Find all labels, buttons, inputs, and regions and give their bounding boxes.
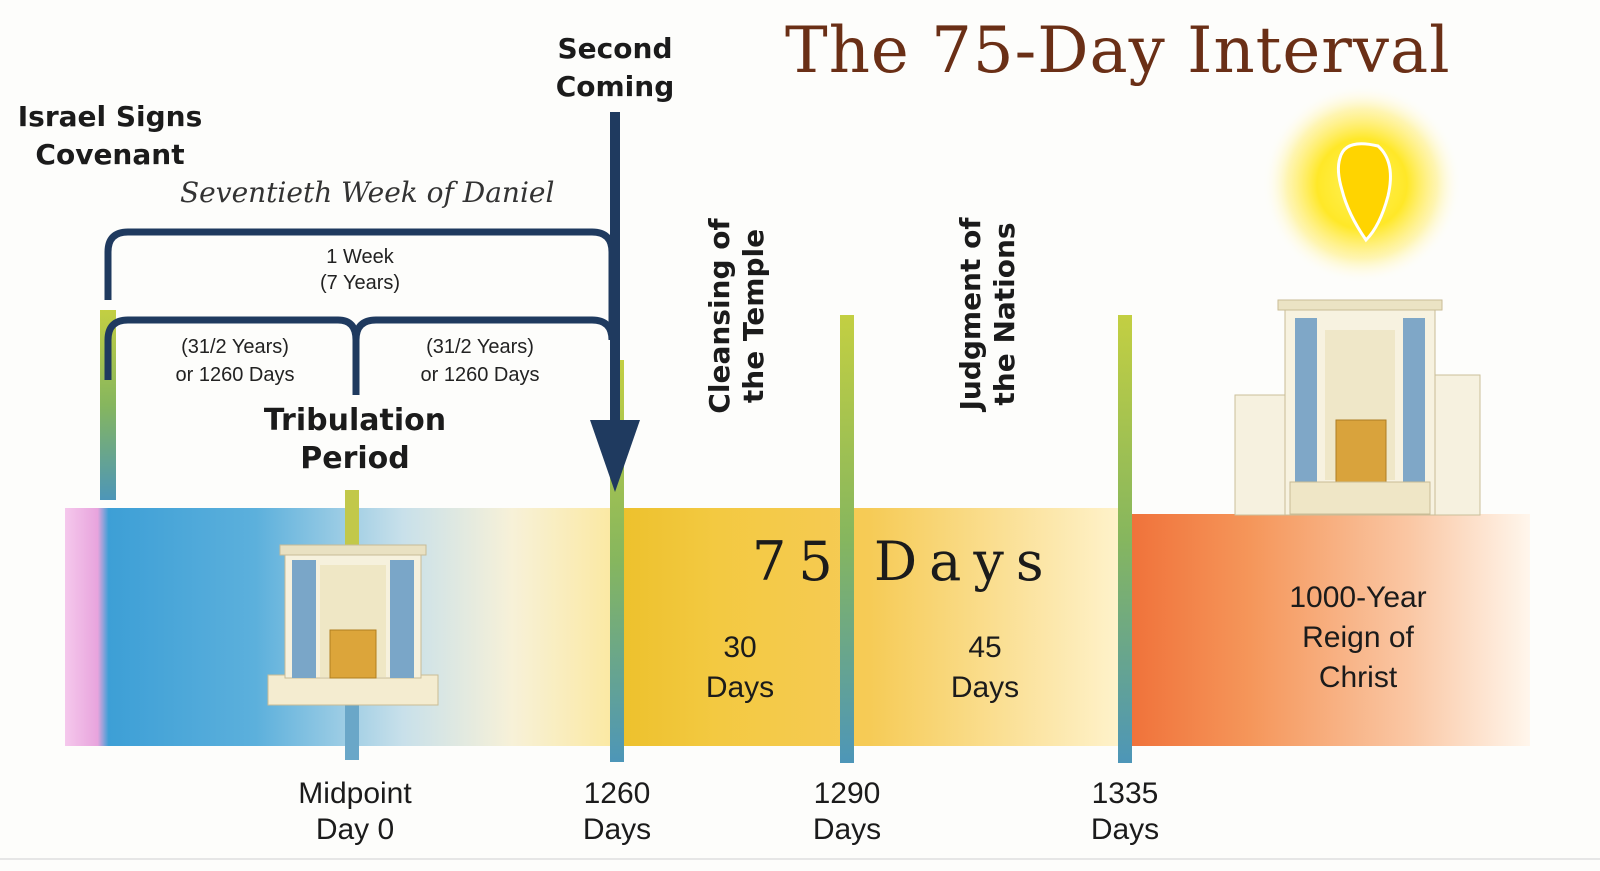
label-thirty-days: 30 Days (690, 628, 790, 708)
marker-line-covenant (100, 310, 116, 500)
label-line: 45 (968, 631, 1002, 664)
label-line: Cleansing of (703, 218, 736, 414)
label-line: Israel Signs (17, 100, 203, 133)
label-line: Days (950, 671, 1020, 704)
temple-small-icon (267, 544, 439, 706)
label-line: Reign of (1302, 621, 1414, 654)
marker-1260-days: 1260 Days (567, 776, 667, 848)
label-line: 1290 (813, 777, 881, 810)
label-line: (31/2 Years) (426, 336, 534, 358)
label-line: 1335 (1091, 777, 1159, 810)
label-first-half: (31/2 Years) or 1260 Days (160, 333, 310, 389)
label-forty-five-days: 45 Days (935, 628, 1035, 708)
label-line: or 1260 Days (175, 364, 295, 386)
label-line: 1 Week (326, 246, 394, 268)
second-coming-arrow-shaft (610, 112, 620, 442)
label-line: or 1260 Days (420, 364, 540, 386)
label-line: 1260 (583, 777, 651, 810)
label-line: Days (1090, 813, 1160, 846)
label-line: Covenant (35, 138, 185, 171)
temple-large-icon (1234, 299, 1481, 516)
marker-1290-days: 1290 Days (797, 776, 897, 848)
marker-1335-days: 1335 Days (1075, 776, 1175, 848)
label-line: Day 0 (315, 813, 395, 846)
label-line: Days (582, 813, 652, 846)
label-line: the Temple (737, 228, 770, 404)
label-line: (7 Years) (319, 272, 401, 294)
label-line: the Nations (988, 222, 1021, 406)
label-line: Christ (1318, 661, 1398, 694)
label-line: Midpoint (298, 777, 412, 810)
label-seventieth-week: Seventieth Week of Daniel (180, 176, 555, 209)
label-israel-signs-covenant: Israel Signs Covenant (10, 98, 210, 174)
bottom-divider (0, 858, 1600, 860)
label-line: 1000-Year (1289, 581, 1427, 614)
label-seventy-five-days: 75 Days (752, 530, 1056, 593)
label-millennium: 1000-Year Reign of Christ (1268, 578, 1448, 698)
label-line: Period (300, 441, 410, 476)
label-line: Tribulation (263, 403, 447, 438)
label-line: (31/2 Years) (181, 336, 289, 358)
label-line: Days (705, 671, 775, 704)
label-second-coming: Second Coming (545, 30, 685, 106)
label-tribulation-period: Tribulation Period (250, 402, 460, 478)
sun-flame-icon (1336, 142, 1392, 243)
label-line: Second (557, 32, 673, 65)
band-millennium (1130, 514, 1530, 746)
label-one-week: 1 Week (7 Years) (300, 244, 420, 296)
marker-line-midpoint-top (345, 490, 359, 550)
marker-midpoint: Midpoint Day 0 (280, 776, 430, 848)
marker-line-1290 (840, 315, 854, 763)
label-line: Judgment of (954, 217, 987, 411)
marker-line-1335 (1118, 315, 1132, 763)
label-judgment-of-the-nations: Judgment of the Nations (954, 204, 1026, 424)
bracket-second-half (352, 316, 616, 341)
label-line: 30 (723, 631, 757, 664)
band-seventy-five-days (610, 508, 1130, 746)
page-title: The 75-Day Interval (785, 14, 1451, 88)
label-second-half: (31/2 Years) or 1260 Days (405, 333, 555, 389)
label-line: Days (812, 813, 882, 846)
label-cleansing-of-the-temple: Cleansing of the Temple (703, 211, 775, 421)
second-coming-arrow-head (590, 420, 640, 492)
label-line: Coming (555, 70, 675, 103)
marker-line-midpoint-bottom (345, 700, 359, 760)
